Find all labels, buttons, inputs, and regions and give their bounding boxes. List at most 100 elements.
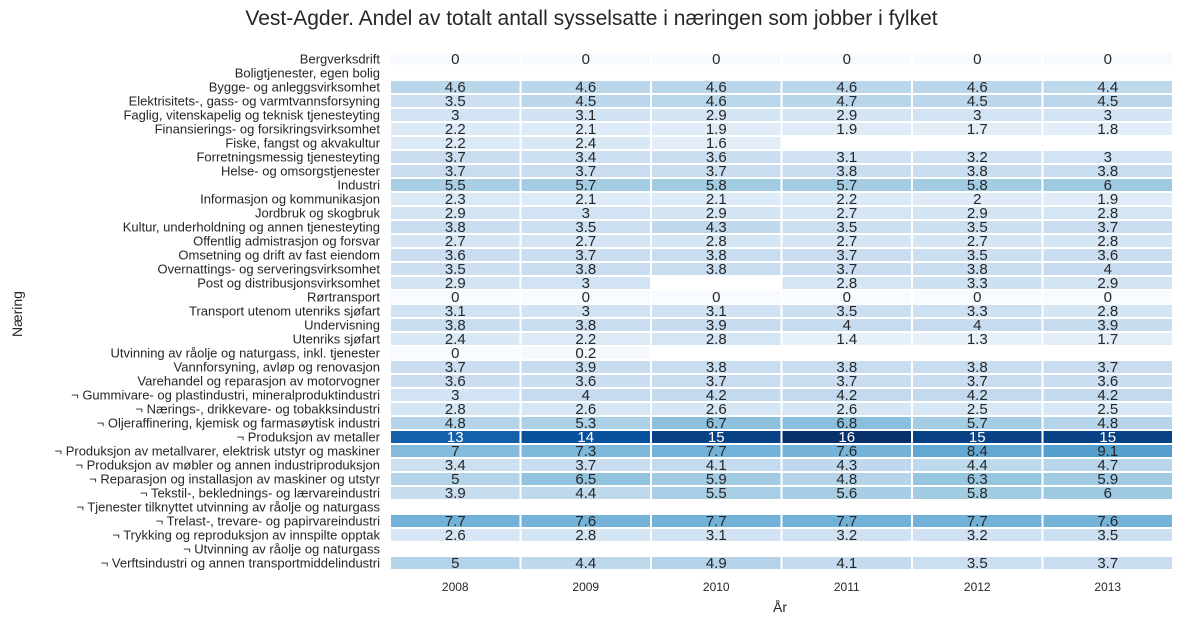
- cell-value-label: 0: [843, 289, 851, 306]
- cell-value-label: 2.7: [445, 233, 466, 250]
- heatmap-cell: [1041, 555, 1174, 571]
- cell-value-label: 2.9: [967, 205, 988, 222]
- row-label: Utenriks sjøfart: [293, 332, 381, 347]
- cell-value-label: 3.7: [1097, 555, 1118, 572]
- cell-value-label: 4.6: [575, 79, 596, 96]
- cell-value-label: 16: [838, 429, 855, 446]
- x-tick-label: 2008: [442, 580, 469, 594]
- row-label: ¬ Trykking og reproduksjon av innspilte …: [112, 528, 380, 543]
- cell-value-label: 3.6: [445, 373, 466, 390]
- cell-value-label: 0: [451, 345, 459, 362]
- cell-value-label: 15: [708, 429, 725, 446]
- row-label: Informasjon og kommunikasjon: [200, 192, 380, 207]
- cell-value-label: 3.2: [836, 527, 857, 544]
- cell-value-label: 2.1: [575, 191, 596, 208]
- cell-value-label: 5.7: [575, 177, 596, 194]
- cell-value-label: 3.5: [967, 555, 988, 572]
- cell-value-label: 3: [451, 387, 459, 404]
- cell-value-label: 3.8: [706, 247, 727, 264]
- cell-value-label: 2.6: [445, 527, 466, 544]
- cell-value-label: 6: [1104, 177, 1112, 194]
- cell-value-label: 6: [1104, 485, 1112, 502]
- cell-value-label: 3.5: [967, 247, 988, 264]
- heatmap-cell: [1041, 485, 1174, 501]
- cell-value-label: 3.8: [836, 163, 857, 180]
- cell-value-label: 3.9: [706, 317, 727, 334]
- cell-value-label: 2.2: [445, 135, 466, 152]
- row-label: Transport utenom utenriks sjøfart: [189, 304, 380, 319]
- row-label: ¬ Produksjon av metallvarer, elektrisk u…: [55, 444, 381, 459]
- cell-value-label: 2.6: [836, 401, 857, 418]
- row-label: Rørtransport: [307, 290, 380, 305]
- cell-value-label: 4: [1104, 261, 1112, 278]
- row-label: Boligtjenester, egen bolig: [235, 66, 380, 81]
- cell-value-label: 3: [1104, 149, 1112, 166]
- chart-title: Vest-Agder. Andel av totalt antall sysse…: [245, 7, 938, 30]
- row-label: ¬ Nærings-, drikkevare- og tobakksindust…: [135, 402, 380, 417]
- cell-value-label: 0: [582, 51, 590, 68]
- cell-value-label: 2.7: [836, 205, 857, 222]
- row-label: Finansierings- og forsikringsvirksomhet: [155, 122, 381, 137]
- cell-value-label: 5.7: [836, 177, 857, 194]
- row-label: ¬ Produksjon av metaller: [237, 430, 381, 445]
- cell-value-label: 3: [582, 205, 590, 222]
- cell-value-label: 3.3: [967, 303, 988, 320]
- row-label: ¬ Trelast-, trevare- og papirvareindustr…: [156, 514, 380, 529]
- cell-value-label: 4.5: [1097, 93, 1118, 110]
- cell-value-label: 2.8: [706, 331, 727, 348]
- row-label: Utvinning av råolje og naturgass, inkl. …: [110, 346, 380, 361]
- cell-value-label: 0: [1104, 51, 1112, 68]
- cell-value-label: 2.5: [1097, 401, 1118, 418]
- cell-value-label: 2.4: [575, 135, 596, 152]
- cell-value-label: 4.6: [967, 79, 988, 96]
- cell-value-label: 8.4: [967, 443, 988, 460]
- cell-value-label: 1.6: [706, 135, 727, 152]
- cell-value-label: 3.6: [706, 149, 727, 166]
- cell-value-label: 3.6: [445, 247, 466, 264]
- heatmap-cell: [1041, 51, 1174, 67]
- cell-value-label: 3.2: [967, 527, 988, 544]
- cell-value-label: 4.1: [836, 555, 857, 572]
- cell-value-label: 3.5: [836, 219, 857, 236]
- cell-value-label: 3: [1104, 107, 1112, 124]
- row-label: ¬ Reparasjon og installasjon av maskiner…: [89, 472, 381, 487]
- cell-value-label: 3.4: [575, 149, 596, 166]
- cell-value-label: 5.6: [836, 485, 857, 502]
- x-tick-label: 2010: [703, 580, 730, 594]
- cell-value-label: 2.8: [706, 233, 727, 250]
- cell-value-label: 3: [973, 107, 981, 124]
- cell-value-label: 5.9: [1097, 471, 1118, 488]
- cell-value-label: 4.8: [1097, 415, 1118, 432]
- row-label: Kultur, underholdning og annen tjenestey…: [123, 220, 380, 235]
- cell-value-label: 3.7: [836, 373, 857, 390]
- cell-value-label: 3.5: [836, 303, 857, 320]
- cell-value-label: 2.7: [575, 233, 596, 250]
- cell-value-label: 3.7: [445, 359, 466, 376]
- cell-value-label: 7.7: [706, 513, 727, 530]
- cell-value-label: 2.1: [706, 191, 727, 208]
- cell-value-label: 2.6: [575, 401, 596, 418]
- cell-value-label: 5.8: [967, 177, 988, 194]
- cell-value-label: 3.5: [445, 93, 466, 110]
- cell-value-label: 3.6: [1097, 247, 1118, 264]
- cell-value-label: 4.2: [706, 387, 727, 404]
- row-label: ¬ Oljeraffinering, kjemisk og farmasøyti…: [97, 416, 380, 431]
- cell-value-label: 3.5: [575, 219, 596, 236]
- cell-value-label: 1.7: [1097, 331, 1118, 348]
- cell-value-label: 4.1: [706, 457, 727, 474]
- cell-value-label: 3.7: [967, 373, 988, 390]
- cell-value-label: 3: [582, 303, 590, 320]
- row-label: ¬ Tekstil-, beklednings- og lærvareindus…: [140, 486, 380, 501]
- cell-value-label: 4.9: [706, 555, 727, 572]
- cell-value-label: 2: [973, 191, 981, 208]
- cell-value-label: 3.7: [1097, 359, 1118, 376]
- cell-value-label: 4.2: [967, 387, 988, 404]
- cell-value-label: 2.4: [445, 331, 466, 348]
- cell-value-label: 3.5: [445, 261, 466, 278]
- row-label: ¬ Gummivare- og plastindustri, mineralpr…: [71, 388, 380, 403]
- cell-value-label: 3.7: [706, 163, 727, 180]
- cell-value-label: 14: [577, 429, 594, 446]
- cell-value-label: 4.3: [706, 219, 727, 236]
- cell-value-label: 1.9: [706, 121, 727, 138]
